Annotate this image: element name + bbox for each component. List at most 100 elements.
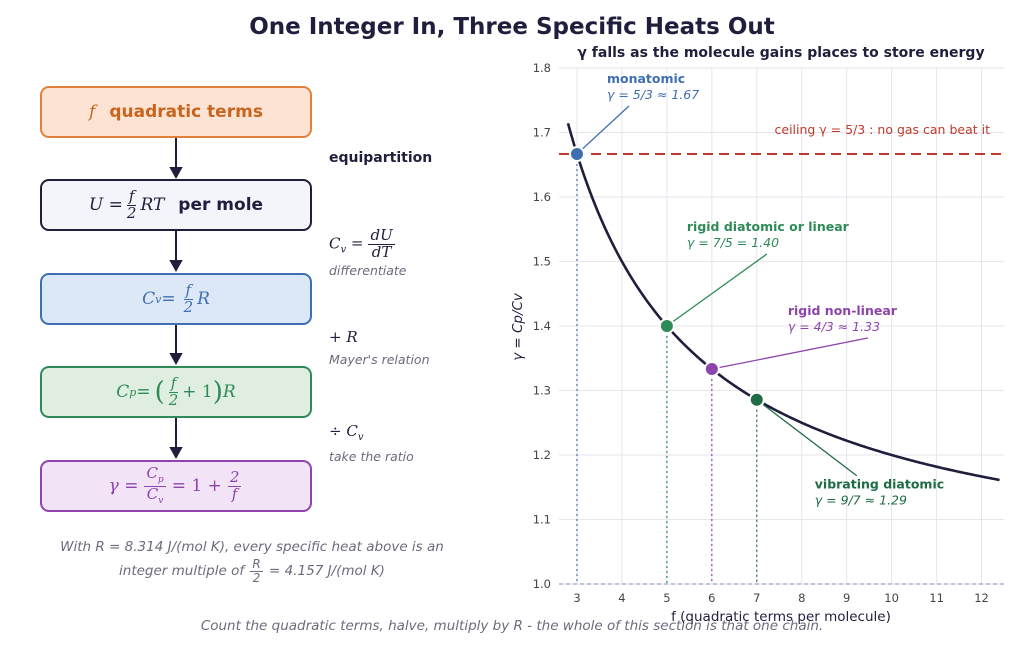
y-tick-label: 1.7: [533, 126, 551, 140]
fraction-f-over-2: f 2: [182, 280, 196, 316]
y-tick-label: 1.0: [533, 577, 551, 591]
point-value-label: γ = 9/7 ≈ 1.29: [815, 493, 907, 508]
x-tick-label: 10: [884, 591, 899, 605]
frac-den: 2: [126, 203, 137, 222]
ceiling-label: ceiling γ = 5/3 : no gas can beat it: [775, 122, 991, 137]
cp-sub: p: [129, 385, 137, 399]
point-value-label: γ = 7/5 = 1.40: [687, 235, 779, 250]
chart-points: [568, 145, 765, 408]
data-point: [568, 145, 585, 162]
close-paren: ): [212, 377, 223, 407]
step-plus-r: + R: [329, 328, 358, 346]
box-gamma: γ = Cp Cv = 1 + 2 f: [40, 460, 312, 512]
cv-lhs: C: [142, 289, 156, 309]
annotation-leader: [576, 105, 630, 155]
cv-sub: v: [357, 432, 364, 443]
frac-num: 2: [227, 467, 242, 487]
frac-num: f: [168, 373, 179, 393]
fraction-2-over-f: 2 f: [227, 467, 242, 503]
point-value-label: γ = 4/3 ≈ 1.33: [788, 319, 880, 334]
point-name-label: monatomic: [607, 71, 685, 86]
y-tick-label: 1.1: [533, 513, 551, 527]
annotation-leader: [756, 399, 858, 477]
x-tick-label: 8: [798, 591, 805, 605]
frac-num: Cp: [144, 464, 166, 487]
fraction-f-over-2: f 2: [125, 186, 139, 222]
note-pre: integer multiple of: [119, 563, 245, 580]
step-note: take the ratio: [329, 449, 414, 464]
y-tick-label: 1.3: [533, 384, 551, 398]
footer-caption: Count the quadratic terms, halve, multip…: [200, 618, 824, 634]
step-cv-equation: Cv = dU dT: [329, 226, 407, 261]
y-tick-label: 1.8: [533, 61, 551, 75]
chart-guides: ceiling γ = 5/3 : no gas can beat it: [559, 122, 1004, 585]
cv-sub: v: [155, 292, 162, 306]
open-paren: (: [154, 377, 165, 407]
x-tick-label: 9: [843, 591, 850, 605]
page-title: One Integer In, Three Specific Heats Out: [249, 14, 775, 40]
frac-den: f: [231, 484, 238, 503]
fraction-du-dt: dU dT: [368, 226, 395, 261]
frac-num: f: [183, 280, 194, 300]
cv-rhs: R: [197, 289, 210, 309]
step-equipartition: equipartition: [329, 150, 433, 166]
x-tick-label: 5: [663, 591, 670, 605]
quadratic-terms-label: quadratic terms: [109, 102, 263, 122]
gamma-curve: [566, 122, 1000, 482]
frac-den: 2: [183, 297, 194, 316]
x-tick-label: 7: [753, 591, 760, 605]
cp-eq: =: [136, 382, 151, 402]
frac-den: 2: [252, 570, 261, 585]
data-point: [703, 361, 720, 378]
arrow-2-head: [169, 260, 183, 273]
u-lhs: U =: [88, 195, 123, 215]
note-post: = 4.157 J/(mol K): [269, 563, 385, 580]
cv-sub: v: [158, 495, 164, 506]
step-eq: =: [346, 234, 364, 253]
point-name-label: rigid diatomic or linear: [687, 219, 850, 234]
cp-sub: p: [157, 475, 164, 486]
chart-title: γ falls as the molecule gains places to …: [577, 45, 984, 61]
frac-num: R: [250, 557, 263, 572]
arrow-3-head: [169, 353, 183, 366]
box-quadratic-terms: f quadratic terms: [40, 86, 312, 138]
step-note: Mayer's relation: [329, 352, 430, 367]
x-tick-label: 11: [929, 591, 944, 605]
frac-den: 2: [168, 390, 179, 409]
fraction-cp-over-cv: Cp Cv: [144, 464, 166, 506]
x-axis-label: f (quadratic terms per molecule): [671, 609, 891, 625]
step-differentiate: Cv = dU dT differentiate: [329, 226, 407, 278]
step-mayer: + R Mayer's relation: [329, 328, 430, 367]
chart-grid: [559, 67, 1004, 585]
arrow-1-head: [169, 167, 183, 180]
annotation-leader: [711, 337, 868, 370]
y-tick-label: 1.5: [533, 255, 551, 269]
frac-den: Cv: [145, 486, 166, 506]
step-note: differentiate: [329, 262, 407, 278]
y-axis-label: γ = Cp/Cv: [510, 292, 526, 361]
step-ratio: ÷ Cv take the ratio: [329, 422, 414, 464]
arrow-4-head: [169, 447, 183, 460]
f-symbol: f: [89, 102, 96, 122]
point-value-label: γ = 5/3 ≈ 1.67: [607, 87, 699, 102]
cp-rhs: R: [222, 382, 236, 402]
x-tick-label: 6: [708, 591, 715, 605]
step-divide-cv: ÷ Cv: [329, 422, 414, 443]
plus-one: + 1: [182, 382, 213, 402]
note-line-1: With R = 8.314 J/(mol K), every specific…: [60, 539, 444, 555]
x-tick-label: 12: [974, 591, 989, 605]
frac-num: f: [126, 186, 137, 206]
data-point: [658, 318, 675, 334]
cp-letter: C: [146, 464, 158, 483]
point-name-label: rigid non-linear: [788, 303, 898, 318]
frac-num: dU: [368, 226, 395, 245]
frac-den: dT: [371, 242, 392, 261]
flow-arrows: [169, 138, 183, 460]
per-mole-label: per mole: [178, 195, 264, 215]
